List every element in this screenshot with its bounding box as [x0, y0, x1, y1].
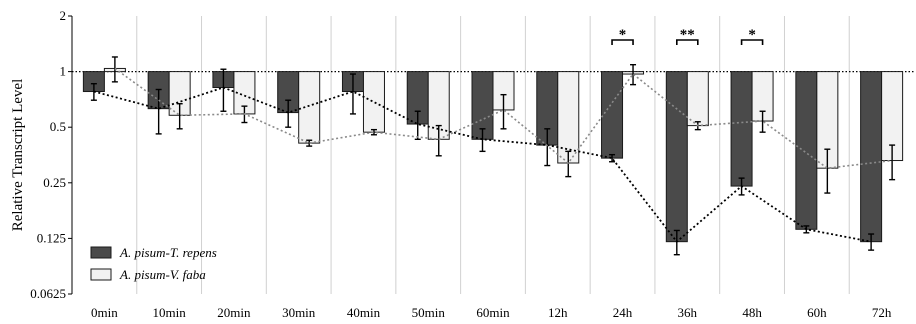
legend-label: A. pisum-T. repens: [119, 245, 217, 260]
x-tick-label: 48h: [742, 305, 762, 320]
x-tick-label: 60min: [476, 305, 510, 320]
y-axis: 2 1 0.5 0.25 0.125 0.0625: [30, 8, 73, 301]
legend-swatch-t-repens: [90, 246, 112, 259]
x-tick-label: 24h: [613, 305, 633, 320]
x-tick-label: 0min: [91, 305, 118, 320]
y-tick-label: 0.25: [43, 175, 66, 190]
x-tick-label: 72h: [872, 305, 892, 320]
bar-v-faba: [557, 71, 580, 164]
significance-label: *: [619, 27, 627, 43]
bar-t-repens: [795, 71, 818, 230]
bars: [82, 67, 904, 243]
significance-bracket: [676, 39, 699, 45]
significance-bracket: [611, 39, 634, 45]
legend-swatch-v-faba: [90, 268, 112, 281]
significance-bracket: [740, 39, 764, 45]
legend: A. pisum-T. repens A. pisum-V. faba: [90, 245, 217, 282]
y-tick-label: 0.125: [37, 230, 66, 245]
significance-label: *: [748, 27, 756, 43]
trend-line-v-faba: [114, 67, 893, 170]
bar-t-repens: [601, 71, 624, 159]
x-tick-label: 20min: [217, 305, 251, 320]
y-tick-label: 0.5: [50, 119, 66, 134]
bar-t-repens: [665, 71, 688, 243]
y-tick-label: 2: [60, 8, 67, 23]
bar-v-faba: [686, 71, 709, 127]
bar-v-faba: [298, 71, 321, 144]
significance-markers: * ** *: [611, 27, 764, 45]
trend-lines: [93, 67, 893, 243]
significance-label: **: [680, 27, 695, 43]
x-tick-label: 40min: [347, 305, 381, 320]
category-separators: [136, 16, 850, 294]
error-bars: [90, 56, 896, 256]
legend-label: A. pisum-V. faba: [119, 267, 206, 282]
bar-v-faba: [362, 71, 385, 133]
x-axis: 0min 10min 20min 30min 40min 50min 60min 12h 24h…: [91, 305, 892, 320]
y-axis-title: Relative Transcript Level: [10, 79, 26, 231]
bar-t-repens: [860, 71, 883, 243]
x-tick-label: 12h: [548, 305, 568, 320]
x-tick-label: 60h: [807, 305, 827, 320]
bar-t-repens: [730, 71, 753, 187]
y-tick-label: 1: [60, 64, 67, 79]
y-tick-label: 0.0625: [30, 286, 66, 301]
x-tick-label: 36h: [678, 305, 698, 320]
x-tick-label: 10min: [153, 305, 187, 320]
x-tick-label: 30min: [282, 305, 316, 320]
x-tick-label: 50min: [412, 305, 446, 320]
trend-line-t-repens: [93, 86, 872, 243]
